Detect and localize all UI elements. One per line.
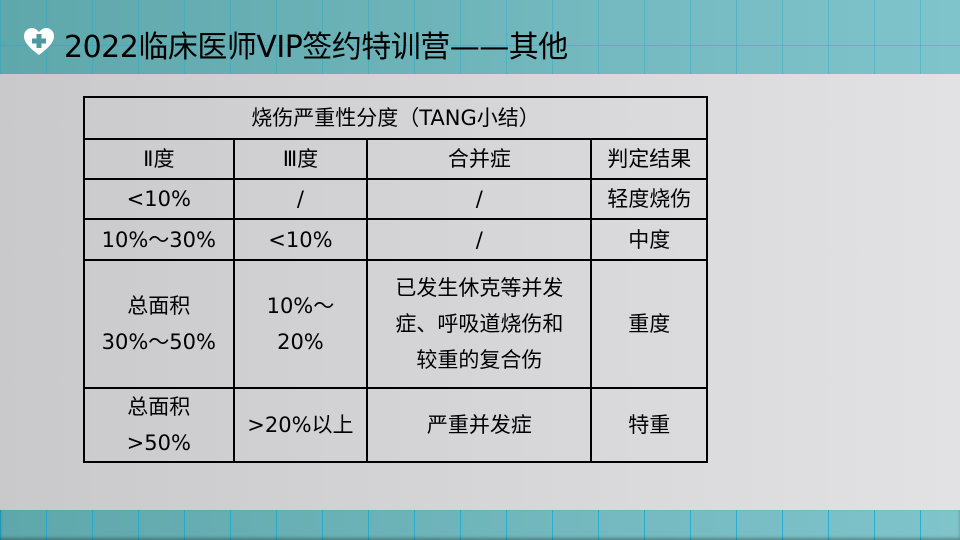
burn-severity-table: 烧伤严重性分度（TANG小结） Ⅱ度 Ⅲ度 合并症 判定结果 <10% / / 轻度烧…: [83, 96, 708, 463]
column-header: 合并症: [366, 138, 593, 180]
cell: 总面积 30%～50%: [83, 259, 235, 389]
cell: 轻度烧伤: [590, 178, 708, 220]
cell: <10%: [232, 218, 369, 261]
heart-plus-icon: [24, 28, 54, 55]
table-row: 总面积 >50% >20%以上 严重并发症 特重: [83, 387, 708, 463]
table-row: <10% / / 轻度烧伤: [83, 178, 708, 220]
table-caption: 烧伤严重性分度（TANG小结）: [83, 96, 708, 140]
cell: /: [366, 178, 593, 220]
table-row: 10%～30% <10% / 中度: [83, 218, 708, 261]
cell: /: [366, 218, 593, 261]
cell: <10%: [83, 178, 235, 220]
table-row: 总面积 30%～50% 10%～ 20% 已发生休克等并发 症、呼吸道烧伤和 较重的…: [83, 259, 708, 389]
cell: 特重: [590, 387, 708, 463]
cell: /: [232, 178, 369, 220]
cell: 已发生休克等并发 症、呼吸道烧伤和 较重的复合伤: [366, 259, 593, 389]
cell: 10%～ 20%: [232, 259, 369, 389]
cell: 中度: [590, 218, 708, 261]
cell: 重度: [590, 259, 708, 389]
cell: 总面积 >50%: [83, 387, 235, 463]
cell: 10%～30%: [83, 218, 235, 261]
column-header: Ⅲ度: [232, 138, 369, 180]
page-title: 2022临床医师VIP签约特训营——其他: [64, 30, 568, 65]
column-header: 判定结果: [590, 138, 708, 180]
footer-bar: [0, 510, 960, 540]
column-header: Ⅱ度: [83, 138, 235, 180]
cell: >20%以上: [232, 387, 369, 463]
header-bar: [0, 0, 960, 74]
cell: 严重并发症: [366, 387, 593, 463]
